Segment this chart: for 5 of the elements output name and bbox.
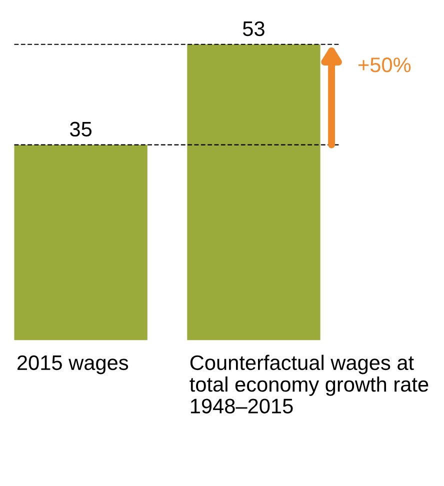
x-tick-label: 2015 wages <box>18 355 128 374</box>
x-tick-label: Counterfactual wages at total economy growth rate 1948–2015 <box>190 354 428 414</box>
data-label: 53 <box>242 21 264 36</box>
text: +50% <box>358 58 411 72</box>
data-label: 35 <box>70 122 92 137</box>
